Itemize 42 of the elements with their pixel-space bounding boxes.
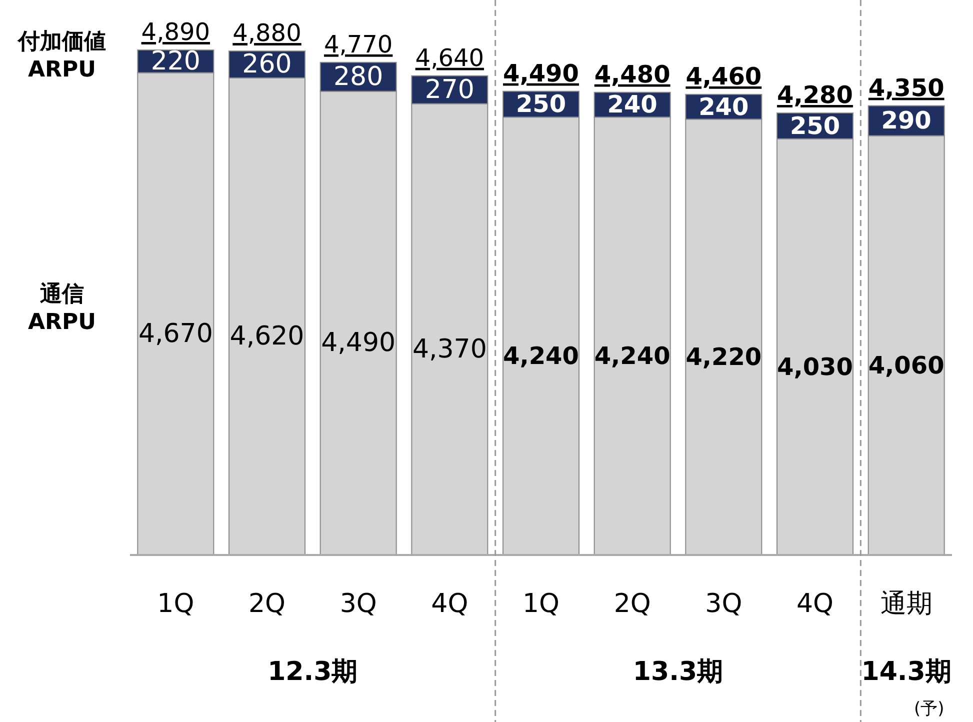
total-label: 4,490 xyxy=(503,59,579,88)
data-label: 4,060 xyxy=(868,351,944,380)
total-label: 4,890 xyxy=(141,18,210,46)
x-tick-label: 1Q xyxy=(157,589,194,619)
text: 13.3期 xyxy=(632,657,724,687)
x-tick-label: 2Q xyxy=(614,589,651,619)
data-label: 4,240 xyxy=(503,342,579,370)
series-label: 通信ARPU xyxy=(28,282,96,335)
total-label: 4,480 xyxy=(594,60,670,88)
total-label: 4,880 xyxy=(232,19,302,48)
total-label: 4,350 xyxy=(868,74,944,102)
data-label: 4,030 xyxy=(777,352,853,381)
data-label: 4,490 xyxy=(321,328,396,358)
total-label: 4,280 xyxy=(777,80,853,109)
data-label: 250 xyxy=(516,90,566,118)
data-label: 4,370 xyxy=(412,334,487,364)
text: 14.3期 xyxy=(861,657,952,687)
total-label: 4,640 xyxy=(415,44,484,72)
x-tick-label: 通期 xyxy=(880,589,932,619)
text: 12.3期 xyxy=(268,657,358,687)
data-label: 270 xyxy=(424,74,474,105)
data-label: 4,240 xyxy=(594,342,670,370)
data-label: 4,620 xyxy=(230,321,304,352)
total-label: 4,770 xyxy=(324,30,393,58)
data-label: 4,670 xyxy=(138,318,213,349)
data-label: 280 xyxy=(334,62,384,92)
data-label: 4,220 xyxy=(686,343,762,372)
data-label: 240 xyxy=(607,90,658,119)
series-label: 付加価値ARPU xyxy=(17,29,106,82)
x-tick-label: 4Q xyxy=(796,589,834,619)
data-label: 250 xyxy=(790,112,840,140)
x-tick-label: 1Q xyxy=(522,589,560,619)
data-label: 260 xyxy=(242,49,292,80)
x-tick-label: 3Q xyxy=(340,589,377,619)
total-label: 4,460 xyxy=(686,62,762,90)
text: (予) xyxy=(914,699,944,719)
data-label: 220 xyxy=(150,46,200,76)
x-tick-label: 2Q xyxy=(248,589,286,619)
x-tick-label: 3Q xyxy=(705,589,742,619)
data-label: 240 xyxy=(698,92,749,121)
x-tick-label: 4Q xyxy=(431,589,468,619)
data-label: 290 xyxy=(881,106,932,135)
